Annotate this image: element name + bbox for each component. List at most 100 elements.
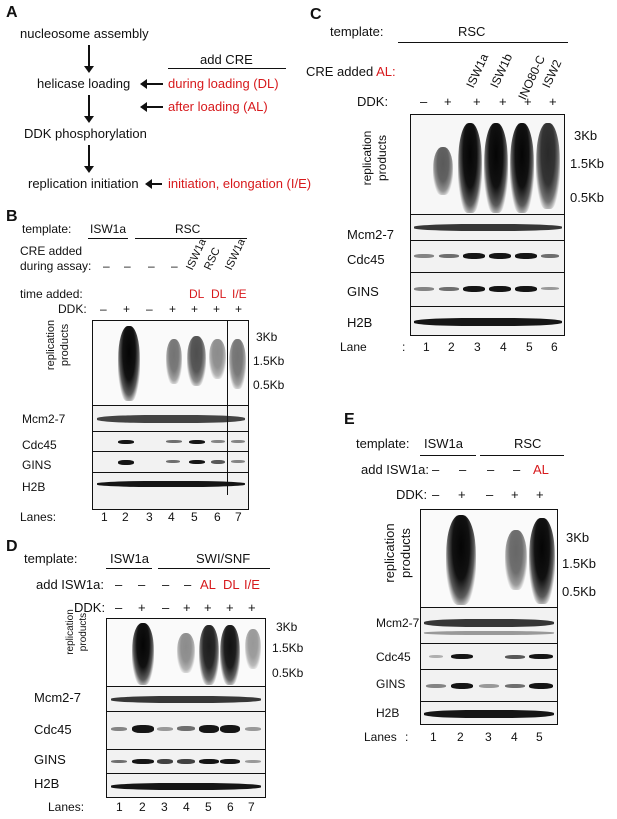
marker-1-5kb: 1.5Kb <box>253 354 285 368</box>
gins-blot <box>421 670 557 702</box>
gins-band <box>489 286 511 292</box>
lane-number: 1 <box>116 800 123 814</box>
lanes-label: Lane <box>340 340 367 354</box>
ddk-value: + <box>549 94 557 109</box>
lane-number: 7 <box>248 800 255 814</box>
step-ddk-phosphorylation: DDK phosphorylation <box>24 126 147 141</box>
marker-1-5kb: 1.5Kb <box>562 556 596 571</box>
lane-number: 5 <box>191 510 198 524</box>
marker-0-5kb: 0.5Kb <box>253 378 285 392</box>
row-label-gins: GINS <box>376 677 406 691</box>
ddk-value: – <box>162 600 170 615</box>
cdc45-band <box>541 254 559 258</box>
cre-rotated-label: ISW1a <box>223 237 248 272</box>
cdc45-band <box>111 727 127 731</box>
add-isw1a-label: add ISW1a: <box>361 462 429 477</box>
cdc45-band <box>199 725 219 733</box>
cdc45-band <box>245 727 261 731</box>
template-label: template: <box>330 24 384 39</box>
lane-number: 6 <box>227 800 234 814</box>
replication-smear <box>177 633 195 673</box>
ddk-value: + <box>511 487 519 502</box>
add-isw1a-label: add ISW1a: <box>36 577 104 592</box>
ddk-value: – <box>420 94 428 109</box>
h2b-blot <box>93 473 248 495</box>
gins-blot <box>411 273 564 307</box>
replication-gel <box>107 619 265 687</box>
lane-number: 6 <box>214 510 221 524</box>
add-cre-underline <box>168 68 286 69</box>
lane-number: 2 <box>457 730 464 744</box>
ddk-value: + <box>458 487 466 502</box>
add-red-value: AL <box>533 462 549 477</box>
ddk-label: DDK: <box>74 600 106 615</box>
lane-number: 1 <box>423 340 430 354</box>
ddk-value: + <box>248 600 256 615</box>
ddk-value: + <box>536 487 544 502</box>
ddk-value: + <box>138 600 146 615</box>
blot-image <box>410 114 565 336</box>
h2b-band <box>424 710 554 718</box>
marker-1-5kb: 1.5Kb <box>570 156 604 171</box>
template-underline <box>158 568 270 569</box>
h2b-band <box>414 318 562 326</box>
lanes-label: Lanes: <box>48 800 85 814</box>
mcm-band <box>97 415 245 423</box>
marker-3kb: 3Kb <box>256 330 278 344</box>
down-arrow-icon <box>84 145 94 173</box>
gins-band <box>166 460 180 463</box>
gins-band <box>211 460 225 464</box>
cdc45-band <box>132 725 154 733</box>
row-label-mcm: Mcm2-7 <box>376 616 420 630</box>
lane-number: 2 <box>139 800 146 814</box>
panel-d-letter: D <box>6 538 18 555</box>
gins-band <box>220 759 240 764</box>
template-rsc: RSC <box>175 222 201 236</box>
ddk-label: DDK: <box>396 487 428 502</box>
marker-0-5kb: 0.5Kb <box>562 584 596 599</box>
mcm-blot <box>411 215 564 241</box>
ddk-value: + <box>444 94 452 109</box>
replication-smear <box>187 336 206 386</box>
lane-number: 4 <box>183 800 190 814</box>
row-label-gins: GINS <box>22 458 52 472</box>
h2b-blot <box>107 774 265 799</box>
step-nucleosome-assembly: nucleosome assembly <box>20 26 149 41</box>
gins-blot <box>107 750 265 774</box>
template-rsc: RSC <box>458 24 486 39</box>
template-label: template: <box>22 222 72 236</box>
cre-added-text: CRE added <box>306 64 377 79</box>
replication-smear <box>220 625 240 685</box>
template-underline <box>106 568 152 569</box>
ddk-value: + <box>123 302 131 316</box>
blot-image <box>420 509 558 725</box>
add-cre-header: add CRE <box>200 52 253 67</box>
lanes-label: Lanes <box>364 730 397 744</box>
gins-blot <box>93 452 248 473</box>
add-red-value: DL <box>223 577 240 592</box>
ddk-value: + <box>499 94 507 109</box>
cre-added-label: CRE added <box>20 244 83 258</box>
step-replication-initiation: replication initiation <box>28 176 139 191</box>
replication-smear <box>199 625 219 685</box>
down-arrow-icon <box>84 95 94 123</box>
cdc45-band <box>529 654 553 659</box>
replication-gel <box>93 321 248 406</box>
cdc45-blot <box>107 712 265 750</box>
lane-number: 4 <box>168 510 175 524</box>
gins-band <box>505 684 525 688</box>
row-label-mcm: Mcm2-7 <box>347 227 394 242</box>
cdc45-blot <box>421 644 557 670</box>
replication-smear <box>245 629 261 669</box>
blot-image <box>106 618 266 798</box>
cdc45-band <box>189 440 205 444</box>
panel-c-letter: C <box>310 6 322 23</box>
cre-rotated-label: ISW1b <box>487 51 516 90</box>
replication-smear <box>505 530 527 590</box>
ddk-label: DDK: <box>58 302 87 316</box>
h2b-blot <box>411 307 564 337</box>
ddk-value: – <box>100 302 107 316</box>
panel-e-letter: E <box>344 411 355 428</box>
gins-band <box>118 460 134 465</box>
ddk-value: + <box>183 600 191 615</box>
